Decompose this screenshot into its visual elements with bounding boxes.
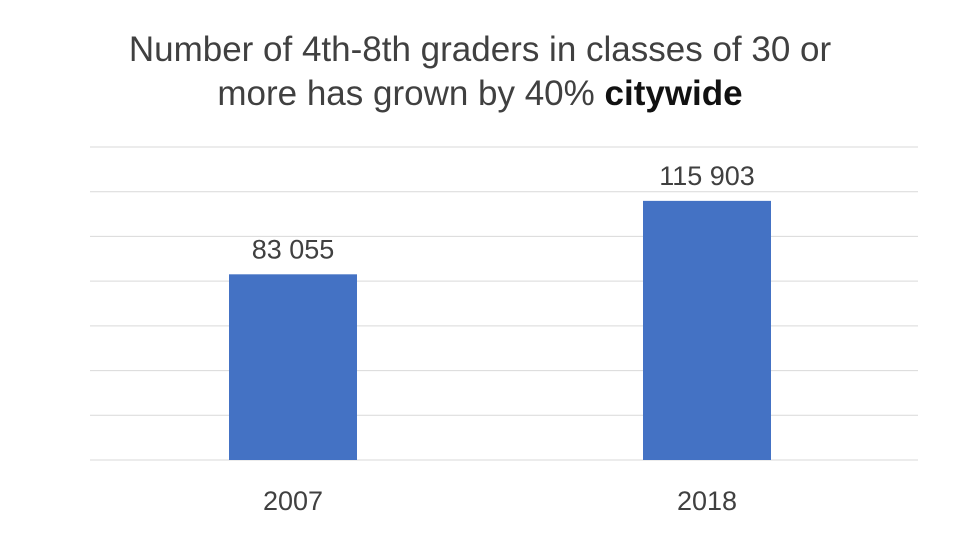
chart-title: Number of 4th-8th graders in classes of … [0,28,960,116]
data-label-2018: 115 903 [659,161,755,191]
chart-title-emphasis: citywide [604,74,743,113]
bars [229,200,771,460]
x-tick-label-2018: 2018 [677,486,737,516]
bar-2007 [229,274,357,460]
chart-title-line-2: more has grown by 40% citywide [0,72,960,116]
gridlines [90,146,918,461]
x-axis-labels: 2007 2018 [263,486,737,516]
bar-2018 [643,200,771,460]
chart-title-line-2-text: more has grown by 40% [217,74,595,113]
data-label-2007: 83 055 [252,234,335,264]
data-labels: 83 055 115 903 [252,161,755,264]
x-tick-label-2007: 2007 [263,486,323,516]
chart-title-line-1: Number of 4th-8th graders in classes of … [128,30,832,69]
